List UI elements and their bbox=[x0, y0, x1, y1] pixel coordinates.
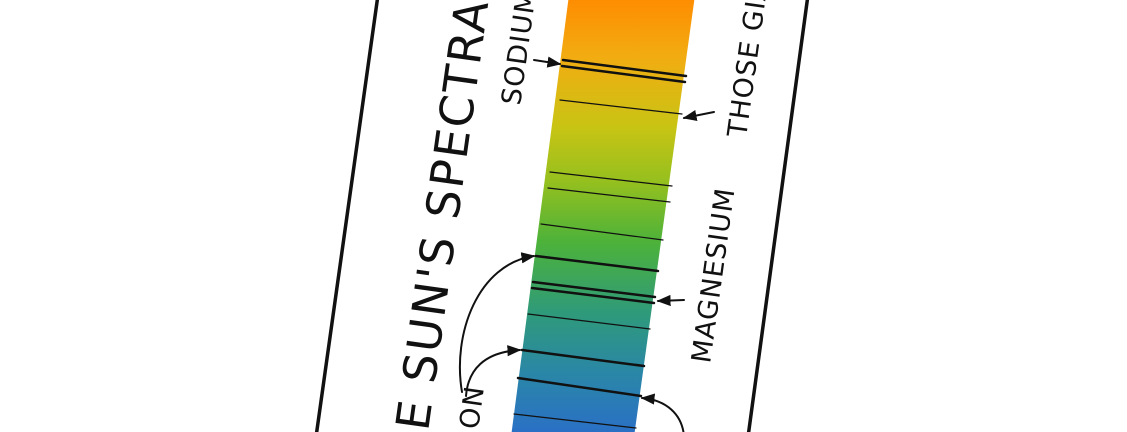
absorption-line bbox=[527, 313, 651, 330]
those-giant-arrow bbox=[682, 110, 715, 122]
absorption-line bbox=[559, 99, 683, 115]
iron-arrow-lower bbox=[465, 345, 522, 397]
magnesium-arrow bbox=[656, 294, 685, 307]
magnesium-line-1 bbox=[531, 280, 657, 299]
absorption-line bbox=[513, 413, 637, 429]
spectrum-strip bbox=[511, 0, 695, 432]
iron-line-2 bbox=[520, 348, 646, 368]
iron-line-3 bbox=[516, 376, 643, 398]
iron-label: ON bbox=[454, 384, 491, 431]
absorption-line bbox=[549, 171, 673, 187]
diagram-title: E SUN'S SPECTRAL L bbox=[385, 0, 509, 432]
iron-arrow-upper bbox=[458, 252, 536, 393]
those-giant-label: THOSE GIA bbox=[722, 0, 775, 140]
sodium-arrow bbox=[533, 56, 562, 68]
iron-line-1 bbox=[534, 254, 660, 273]
sodium-line-1 bbox=[561, 58, 688, 78]
magnesium-line-2 bbox=[530, 286, 656, 305]
absorption-line bbox=[547, 187, 671, 203]
card-left-edge bbox=[314, 0, 380, 432]
sodium-label: SODIUM bbox=[496, 0, 543, 107]
sodium-line-2 bbox=[560, 64, 687, 84]
absorption-lines bbox=[513, 58, 688, 429]
bottom-arrow bbox=[640, 393, 685, 432]
spectrum-band bbox=[511, 0, 695, 432]
card-frame bbox=[314, 0, 810, 432]
card-right-edge bbox=[746, 0, 810, 432]
absorption-line bbox=[540, 223, 664, 241]
magnesium-label: MAGNESIUM bbox=[686, 186, 741, 365]
